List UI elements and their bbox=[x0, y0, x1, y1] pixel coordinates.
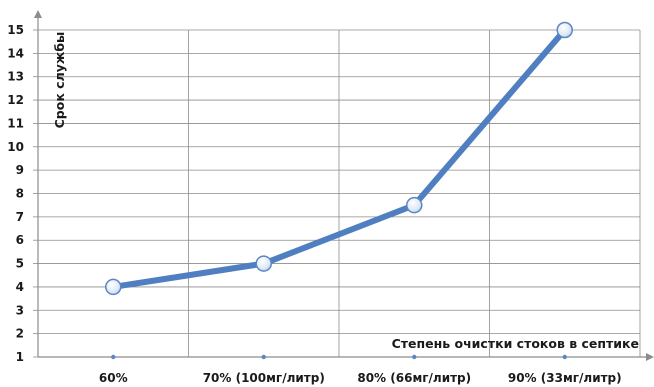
y-tick-label: 15 bbox=[7, 23, 24, 37]
data-point bbox=[255, 255, 272, 272]
x-axis-point-marker bbox=[111, 354, 116, 360]
y-tick-label: 8 bbox=[16, 187, 24, 201]
y-tick-label: 1 bbox=[16, 350, 24, 364]
y-axis-arrow bbox=[34, 10, 42, 18]
axes-layer bbox=[33, 10, 654, 361]
series-line bbox=[110, 27, 568, 290]
x-axis-point-marker bbox=[261, 354, 266, 360]
grid-layer bbox=[37, 29, 641, 358]
y-tick-label: 6 bbox=[16, 233, 24, 247]
x-tick-label: 90% (33мг/литр) bbox=[508, 371, 622, 385]
x-axis-arrow bbox=[646, 353, 654, 361]
x-axis-title: Степень очистки стоков в септике bbox=[392, 336, 639, 351]
x-tick-label: 60% bbox=[99, 371, 128, 385]
x-axis-point-marker bbox=[562, 354, 567, 360]
y-tick-label: 11 bbox=[7, 116, 24, 130]
data-point bbox=[406, 196, 423, 214]
y-tick-label: 14 bbox=[7, 46, 24, 60]
y-tick-label: 10 bbox=[7, 140, 24, 154]
x-axis-point-marker bbox=[412, 354, 417, 360]
series-layer bbox=[105, 21, 573, 296]
x-tick-label: 80% (66мг/литр) bbox=[357, 371, 471, 385]
y-tick-label: 12 bbox=[7, 93, 24, 107]
data-point bbox=[105, 278, 122, 296]
y-tick-label: 5 bbox=[16, 257, 24, 271]
data-point bbox=[556, 21, 573, 39]
y-tick-label: 13 bbox=[7, 70, 24, 84]
y-tick-label: 2 bbox=[16, 327, 24, 341]
x-tick-label: 70% (100мг/литр) bbox=[203, 371, 325, 385]
y-tick-label: 4 bbox=[16, 280, 24, 294]
y-axis-title: Срок службы bbox=[52, 32, 67, 129]
y-tick-label: 3 bbox=[16, 303, 24, 317]
y-tick-label: 7 bbox=[16, 210, 24, 224]
y-tick-label: 9 bbox=[16, 163, 24, 177]
